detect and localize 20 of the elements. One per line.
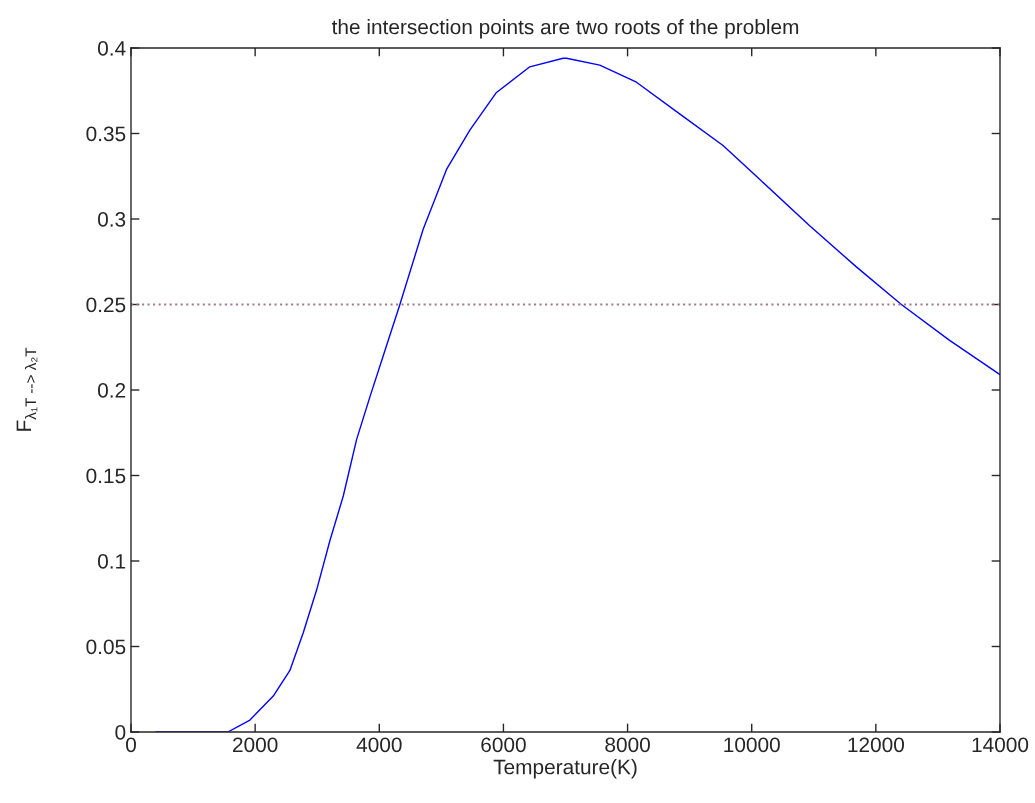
y-tick-label: 0.05	[86, 639, 126, 655]
x-tick-label: 10000	[724, 737, 780, 753]
y-tick-label: 0	[115, 725, 126, 740]
x-tick-label: 2000	[233, 737, 278, 753]
x-tick-label: 8000	[605, 737, 650, 753]
y-tick-label: 0.3	[97, 212, 126, 227]
chart-title: the intersection points are two roots of the problem	[331, 19, 799, 39]
x-tick-label: 14000	[972, 737, 1029, 753]
y-tick-label: 0.15	[86, 468, 126, 484]
x-tick-label: 0	[126, 737, 136, 753]
x-tick-label: 12000	[848, 737, 905, 753]
y-axis-title: Fλ₁T --> λ₂T	[16, 347, 38, 431]
y-tick-label: 0.4	[97, 41, 126, 56]
x-axis-title: Temperature(K)	[493, 759, 637, 779]
y-tick-label: 0.1	[97, 554, 126, 569]
y-tick-label: 0.35	[86, 126, 126, 142]
y-tick-label: 0.2	[97, 383, 126, 398]
x-tick-label: 6000	[481, 737, 526, 753]
x-tick-label: 4000	[356, 737, 402, 753]
y-tick-label: 0.25	[86, 297, 126, 313]
